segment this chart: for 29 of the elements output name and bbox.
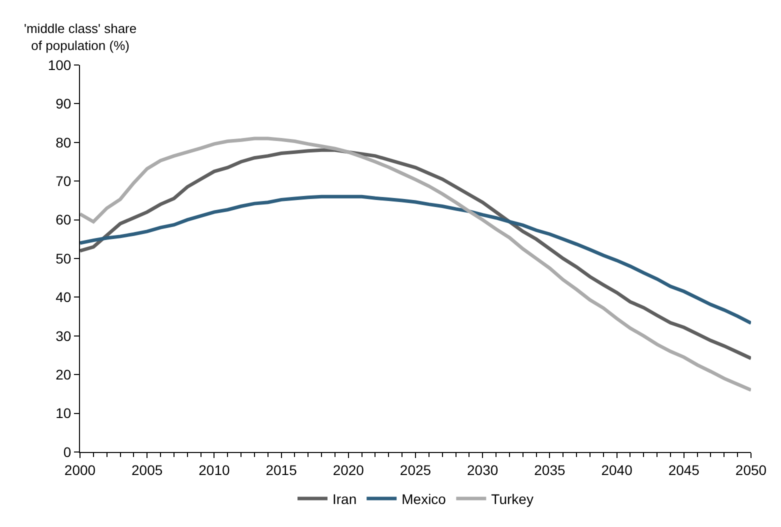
y-tick-label: 70 [56,173,72,189]
line-series [80,136,751,392]
x-tick-label: 2045 [668,462,700,478]
y-axis-title: 'middle class' share of population (%) [24,21,137,53]
x-tick-label: 2050 [735,462,767,478]
y-tick-label: 60 [56,212,72,228]
y-tick-label: 30 [56,328,72,344]
legend-label: Mexico [402,491,446,508]
y-tick-label: 100 [48,56,72,73]
x-tick-label: 2035 [534,462,566,478]
line-series [80,148,751,360]
y-tick-label: 50 [56,250,72,266]
y-tick-label: 0 [63,444,72,460]
x-tick-label: 2000 [64,462,96,478]
legend-label: Iran [332,491,357,508]
y-tick-label: 80 [56,134,72,150]
x-tick-label: 2030 [467,462,498,478]
y-tick-label: 20 [56,366,72,382]
x-tick-label: 2025 [400,462,432,478]
x-tick-label: 2040 [601,462,633,478]
legend-label: Turkey [491,491,534,508]
line-series [80,194,751,325]
x-tick-label: 2010 [198,462,230,478]
x-tick-label: 2015 [266,462,298,478]
y-tick-label: 90 [56,96,72,112]
x-tick-label: 2020 [332,462,364,478]
y-tick-label: 10 [56,405,72,422]
x-tick-label: 2005 [132,462,163,478]
y-tick-label: 40 [56,289,72,306]
